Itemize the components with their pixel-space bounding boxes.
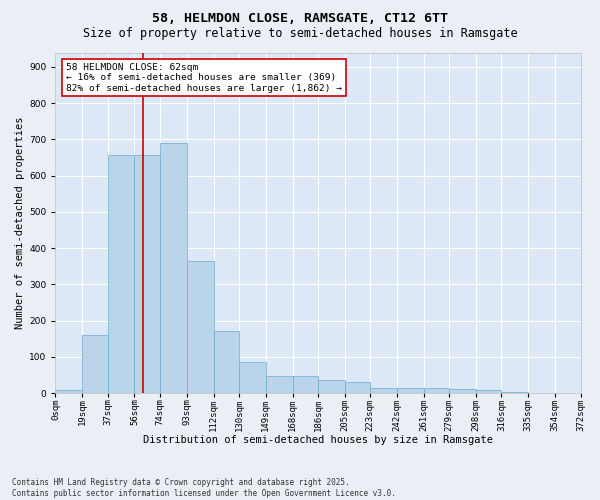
- Bar: [370, 388, 397, 393]
- Bar: [82, 335, 107, 393]
- Text: 58 HELMDON CLOSE: 62sqm
← 16% of semi-detached houses are smaller (369)
82% of s: 58 HELMDON CLOSE: 62sqm ← 16% of semi-de…: [66, 62, 342, 92]
- Bar: [293, 376, 318, 393]
- Bar: [160, 143, 187, 393]
- Bar: [239, 362, 266, 393]
- Text: Size of property relative to semi-detached houses in Ramsgate: Size of property relative to semi-detach…: [83, 28, 517, 40]
- Bar: [134, 155, 160, 393]
- X-axis label: Distribution of semi-detached houses by size in Ramsgate: Distribution of semi-detached houses by …: [143, 435, 493, 445]
- Bar: [107, 155, 134, 393]
- Bar: [502, 392, 528, 393]
- Bar: [397, 388, 424, 393]
- Bar: [266, 376, 293, 393]
- Bar: [476, 390, 502, 393]
- Bar: [449, 390, 476, 393]
- Text: Contains HM Land Registry data © Crown copyright and database right 2025.
Contai: Contains HM Land Registry data © Crown c…: [12, 478, 396, 498]
- Bar: [424, 388, 449, 393]
- Bar: [318, 380, 345, 393]
- Y-axis label: Number of semi-detached properties: Number of semi-detached properties: [15, 116, 25, 329]
- Bar: [345, 382, 370, 393]
- Bar: [214, 332, 239, 393]
- Bar: [187, 261, 214, 393]
- Bar: [55, 390, 82, 393]
- Text: 58, HELMDON CLOSE, RAMSGATE, CT12 6TT: 58, HELMDON CLOSE, RAMSGATE, CT12 6TT: [152, 12, 448, 26]
